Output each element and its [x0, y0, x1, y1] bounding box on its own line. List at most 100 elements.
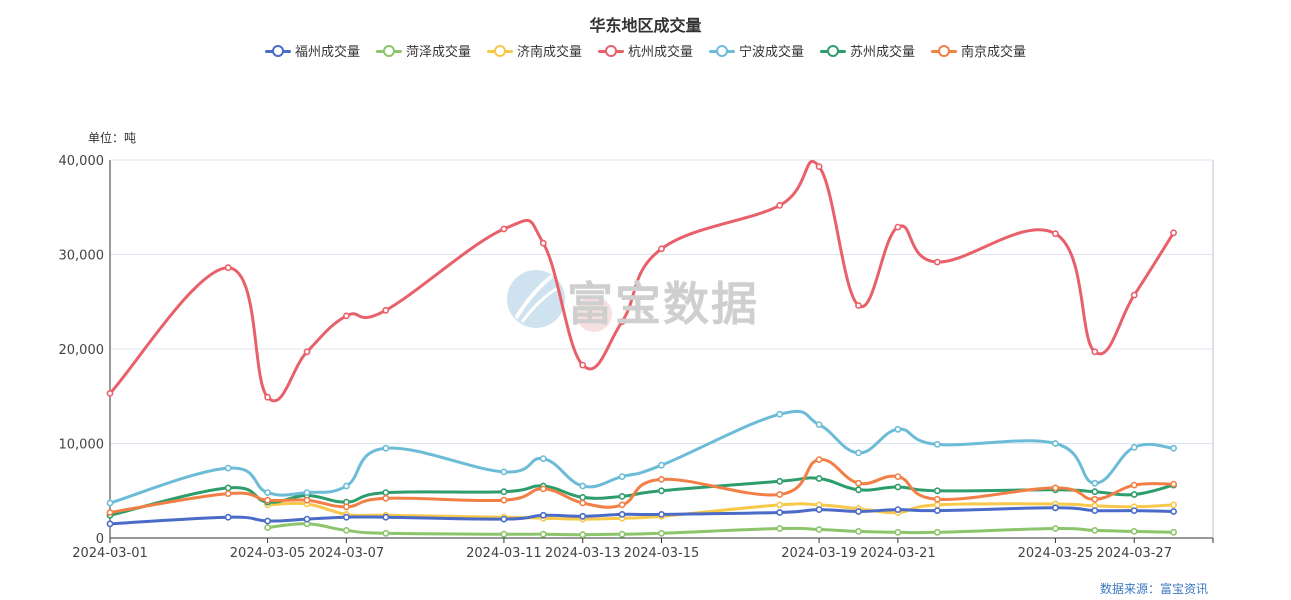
data-point[interactable] — [894, 425, 902, 433]
data-point[interactable] — [382, 529, 390, 537]
data-point[interactable] — [1052, 525, 1059, 532]
data-point[interactable] — [224, 484, 232, 492]
data-point[interactable] — [658, 529, 665, 537]
data-point[interactable] — [1170, 229, 1177, 237]
data-point[interactable] — [855, 479, 862, 487]
data-point[interactable] — [933, 528, 941, 536]
data-point[interactable] — [776, 491, 784, 498]
data-point[interactable] — [1052, 440, 1059, 447]
data-point[interactable] — [855, 449, 862, 457]
data-point[interactable] — [658, 511, 665, 518]
data-point[interactable] — [500, 488, 508, 496]
data-point[interactable] — [579, 361, 587, 369]
data-point[interactable] — [303, 515, 311, 523]
data-point[interactable] — [933, 258, 941, 266]
data-point[interactable] — [382, 306, 390, 314]
data-point[interactable] — [579, 493, 587, 501]
data-point[interactable] — [1130, 481, 1138, 489]
data-point[interactable] — [933, 495, 941, 503]
legend-item-fuzhou[interactable]: 福州成交量 — [264, 41, 360, 60]
data-point[interactable] — [776, 525, 784, 532]
data-point[interactable] — [618, 318, 626, 325]
data-point[interactable] — [855, 528, 862, 535]
data-point[interactable] — [1091, 479, 1099, 487]
data-point[interactable] — [1091, 488, 1099, 496]
data-point[interactable] — [500, 496, 508, 504]
data-point[interactable] — [264, 517, 271, 525]
data-point[interactable] — [1130, 291, 1138, 299]
data-point[interactable] — [342, 482, 350, 490]
legend-item-heze[interactable]: 菏泽成交量 — [375, 41, 471, 60]
legend-item-nanjing[interactable]: 南京成交量 — [931, 41, 1026, 60]
data-point[interactable] — [618, 501, 626, 509]
data-point[interactable] — [894, 528, 902, 536]
data-point[interactable] — [776, 201, 784, 209]
data-point[interactable] — [1052, 230, 1059, 238]
data-point[interactable] — [342, 527, 350, 534]
data-point[interactable] — [224, 464, 232, 472]
data-point[interactable] — [303, 489, 311, 496]
data-point[interactable] — [579, 531, 587, 539]
data-point[interactable] — [815, 475, 823, 482]
data-point[interactable] — [776, 410, 784, 418]
data-point[interactable] — [106, 389, 114, 397]
data-point[interactable] — [1130, 507, 1138, 514]
data-point[interactable] — [224, 264, 232, 272]
data-point[interactable] — [815, 163, 823, 170]
data-point[interactable] — [539, 485, 547, 493]
data-point[interactable] — [1170, 508, 1177, 515]
data-point[interactable] — [776, 501, 784, 509]
data-point[interactable] — [106, 509, 114, 516]
data-point[interactable] — [1130, 443, 1138, 451]
source-link[interactable]: 数据来源：富宝资讯 — [1099, 582, 1208, 596]
data-point[interactable] — [658, 245, 665, 253]
data-point[interactable] — [618, 511, 626, 518]
data-point[interactable] — [855, 486, 862, 494]
data-point[interactable] — [855, 508, 862, 515]
data-point[interactable] — [1170, 528, 1177, 536]
data-point[interactable] — [658, 461, 665, 469]
data-point[interactable] — [500, 530, 508, 538]
data-point[interactable] — [539, 511, 547, 519]
data-point[interactable] — [382, 489, 390, 496]
data-point[interactable] — [264, 496, 271, 504]
data-point[interactable] — [815, 456, 823, 463]
data-point[interactable] — [224, 490, 232, 497]
data-point[interactable] — [658, 487, 665, 495]
data-point[interactable] — [894, 506, 902, 513]
data-point[interactable] — [106, 499, 114, 507]
data-point[interactable] — [1130, 491, 1138, 498]
data-point[interactable] — [500, 468, 508, 476]
data-point[interactable] — [1091, 527, 1099, 534]
data-point[interactable] — [815, 506, 823, 513]
data-point[interactable] — [1091, 348, 1099, 356]
data-point[interactable] — [618, 530, 626, 538]
data-point[interactable] — [1170, 444, 1177, 452]
data-point[interactable] — [500, 225, 508, 233]
data-point[interactable] — [224, 513, 232, 521]
legend-item-suzhou[interactable]: 苏州成交量 — [820, 41, 915, 60]
data-point[interactable] — [264, 393, 271, 401]
data-point[interactable] — [618, 473, 626, 480]
data-point[interactable] — [815, 526, 823, 533]
data-point[interactable] — [579, 499, 587, 507]
data-point[interactable] — [1052, 484, 1059, 492]
data-point[interactable] — [579, 512, 587, 520]
data-point[interactable] — [1170, 480, 1177, 488]
data-point[interactable] — [894, 483, 902, 491]
data-point[interactable] — [618, 492, 626, 500]
data-point[interactable] — [933, 507, 941, 514]
data-point[interactable] — [1052, 504, 1059, 512]
legend-item-hangzhou[interactable]: 杭州成交量 — [597, 41, 693, 60]
data-point[interactable] — [342, 312, 350, 320]
data-point[interactable] — [500, 515, 508, 523]
data-point[interactable] — [303, 496, 311, 504]
data-point[interactable] — [382, 513, 390, 521]
data-point[interactable] — [1091, 507, 1099, 514]
data-point[interactable] — [658, 475, 665, 483]
data-point[interactable] — [264, 489, 271, 496]
data-point[interactable] — [815, 421, 823, 428]
data-point[interactable] — [776, 509, 784, 516]
data-point[interactable] — [933, 501, 941, 509]
data-point[interactable] — [894, 223, 902, 231]
